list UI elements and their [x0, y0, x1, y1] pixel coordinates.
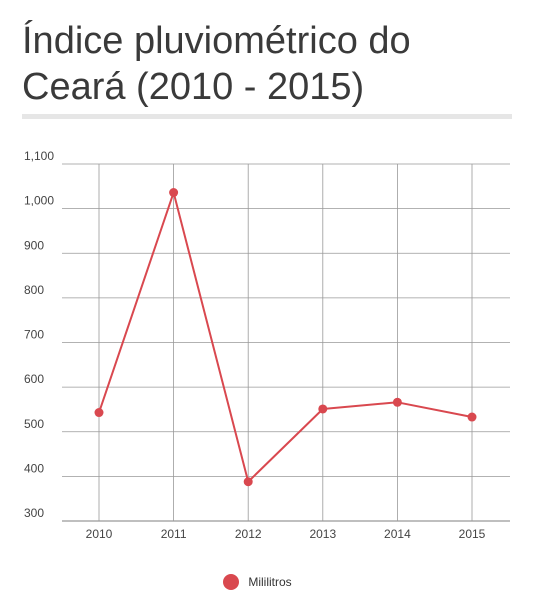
- series-layer: [94, 188, 477, 487]
- y-tick-label: 800: [24, 283, 44, 297]
- data-point: [467, 412, 477, 422]
- x-tick-label: 2011: [161, 527, 187, 541]
- y-tick-label: 600: [24, 372, 44, 386]
- y-tick-label: 300: [24, 506, 44, 520]
- title-divider: [22, 114, 512, 119]
- data-point: [243, 477, 253, 487]
- data-point: [94, 408, 104, 418]
- y-tick-label: 900: [24, 238, 44, 252]
- x-tick-label: 2013: [309, 527, 336, 541]
- line-chart: 300 400 500 600 700 800 900 1,000 1,100 2010 2011…: [24, 149, 510, 541]
- x-tick-label: 2010: [86, 527, 113, 541]
- legend-marker: [223, 574, 240, 590]
- chart-grid: [62, 163, 510, 522]
- x-tick-label: 2012: [235, 527, 262, 541]
- data-point: [318, 404, 328, 414]
- data-point: [392, 397, 402, 407]
- y-tick-label: 700: [24, 328, 44, 342]
- y-tick-label: 1,000: [24, 194, 54, 208]
- y-tick-label: 1,100: [24, 149, 54, 163]
- y-tick-label: 400: [24, 461, 44, 475]
- x-tick-label: 2014: [384, 527, 411, 541]
- data-point: [169, 188, 179, 198]
- chart-legend: Mililitros: [0, 574, 535, 590]
- chart-title: Índice pluviométrico do Ceará (2010 - 20…: [22, 20, 411, 108]
- y-axis-ticks: 300 400 500 600 700 800 900 1,000 1,100: [24, 149, 54, 520]
- legend-label: Mililitros: [248, 575, 292, 589]
- x-tick-label: 2015: [459, 527, 486, 541]
- y-tick-label: 500: [24, 417, 44, 431]
- series-line: [98, 191, 473, 483]
- x-axis-ticks: 2010 2011 2012 2013 2014 2015: [86, 527, 486, 541]
